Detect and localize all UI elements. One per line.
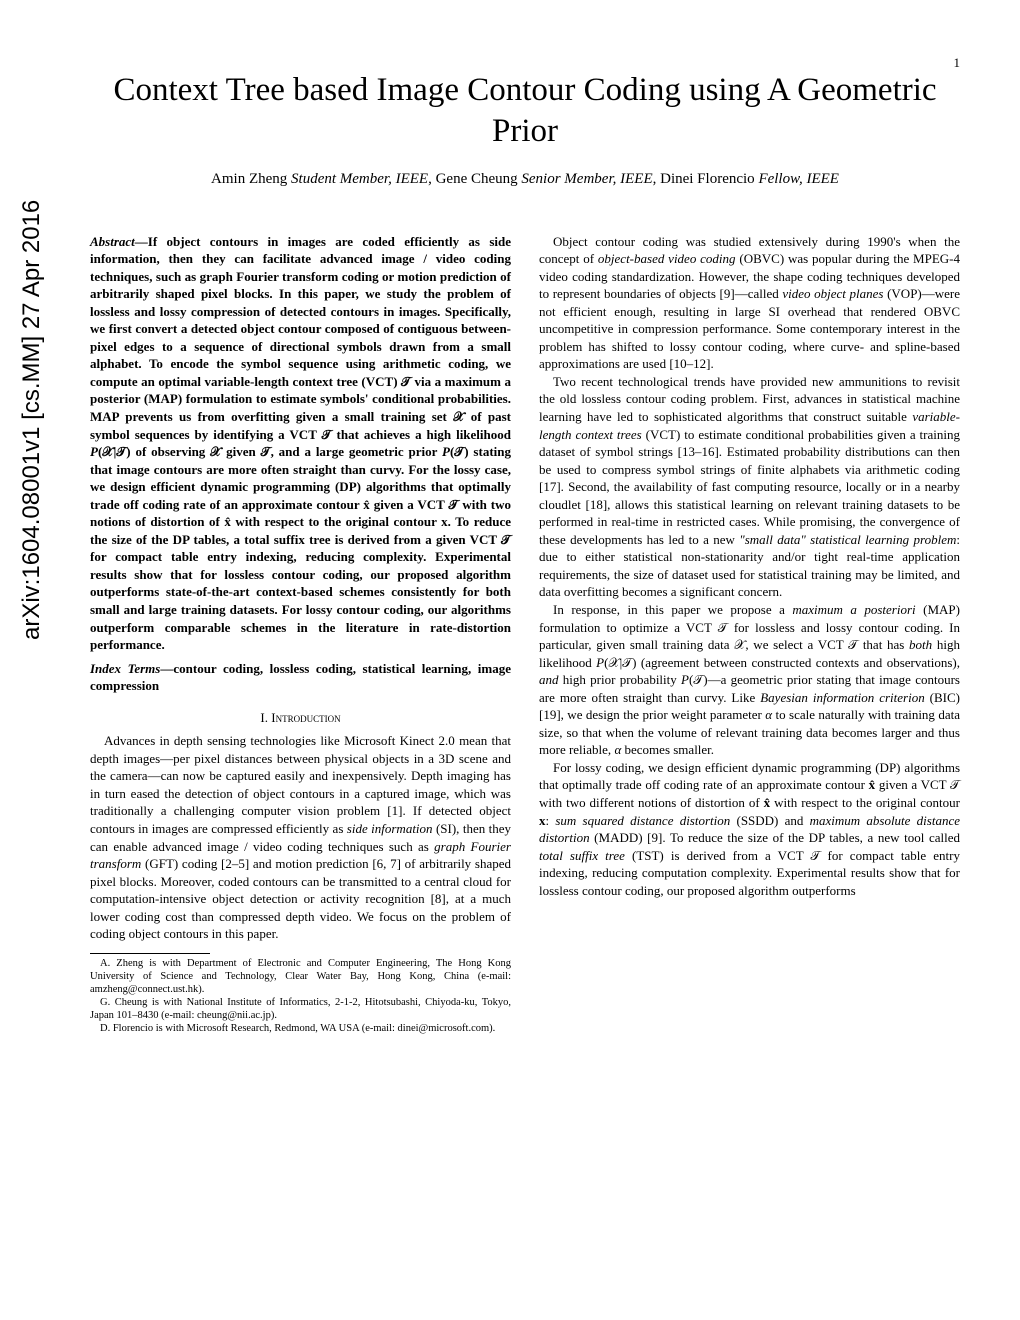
right-para-1: Object contour coding was studied extens… <box>539 233 960 373</box>
abstract-block: Abstract—If object contours in images ar… <box>90 233 511 654</box>
footnote-rule <box>90 953 210 954</box>
footnote-1: A. Zheng is with Department of Electroni… <box>90 957 511 996</box>
left-column: Abstract—If object contours in images ar… <box>90 233 511 1036</box>
right-column: Object contour coding was studied extens… <box>539 233 960 1036</box>
section-1-header: I. Introduction <box>90 709 511 727</box>
page-number: 1 <box>954 55 961 71</box>
left-intro-para-1: Advances in depth sensing technologies l… <box>90 732 511 943</box>
page-content: Context Tree based Image Contour Coding … <box>0 0 1020 1066</box>
index-terms-block: Index Terms—contour coding, lossless cod… <box>90 660 511 695</box>
index-terms-label: Index Terms <box>90 661 160 676</box>
two-column-layout: Abstract—If object contours in images ar… <box>90 233 960 1036</box>
abstract-label: Abstract <box>90 234 135 249</box>
authors-line: Amin Zheng Student Member, IEEE, Gene Ch… <box>90 171 960 188</box>
footnote-2: G. Cheung is with National Institute of … <box>90 996 511 1022</box>
footnote-3: D. Florencio is with Microsoft Research,… <box>90 1022 511 1035</box>
arxiv-stamp: arXiv:1604.08001v1 [cs.MM] 27 Apr 2016 <box>18 200 46 640</box>
right-para-4: For lossy coding, we design efficient dy… <box>539 759 960 899</box>
right-para-2: Two recent technological trends have pro… <box>539 373 960 601</box>
paper-title: Context Tree based Image Contour Coding … <box>90 70 960 153</box>
right-para-3: In response, in this paper we propose a … <box>539 601 960 759</box>
abstract-body: —If object contours in images are coded … <box>90 234 511 653</box>
